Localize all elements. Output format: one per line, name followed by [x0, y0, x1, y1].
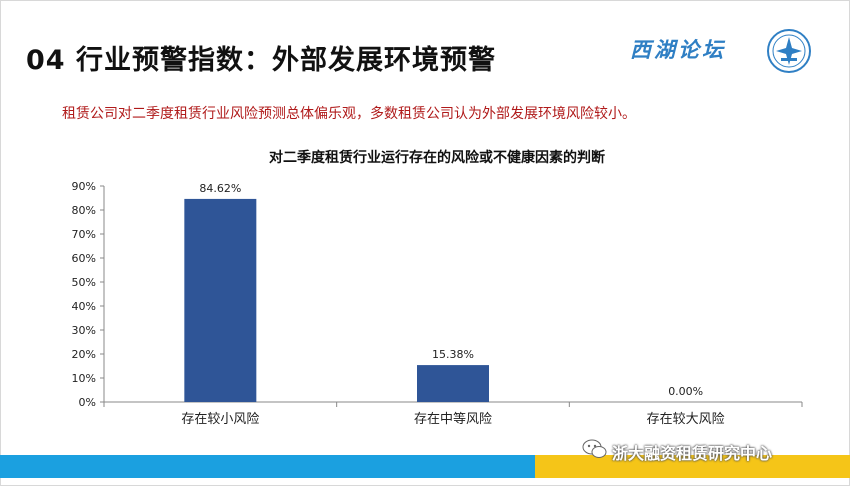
y-tick-label: 0%	[79, 396, 96, 409]
page-title: 04 行业预警指数：外部发展环境预警	[26, 45, 496, 76]
y-tick-label: 50%	[72, 276, 96, 289]
chart-title: 对二季度租赁行业运行存在的风险或不健康因素的判断	[269, 149, 605, 166]
x-tick-label: 存在较大风险	[647, 412, 725, 427]
bar	[184, 198, 257, 402]
y-tick-label: 70%	[72, 228, 96, 241]
emblem-icon	[767, 29, 811, 73]
x-tick-label: 存在中等风险	[414, 411, 492, 427]
footer-band-blue	[0, 455, 535, 478]
y-tick-label: 80%	[72, 204, 96, 217]
y-tick-label: 90%	[72, 180, 96, 193]
data-label: 15.38%	[432, 348, 474, 361]
data-label: 0.00%	[668, 385, 703, 398]
footer-source: 浙大融资租赁研究中心	[612, 444, 773, 463]
y-tick-label: 40%	[72, 300, 96, 313]
footer-band-yellow	[535, 455, 850, 478]
y-tick-label: 30%	[72, 324, 96, 337]
subtitle-text: 租赁公司对二季度租赁行业风险预测总体偏乐观，多数租赁公司认为外部发展环境风险较小…	[62, 106, 636, 122]
brand-logo-text: 西湖论坛	[630, 37, 726, 62]
y-tick-label: 10%	[72, 372, 96, 385]
wechat-icon	[582, 439, 607, 458]
bar	[417, 365, 489, 402]
data-label: 84.62%	[199, 182, 241, 195]
y-tick-label: 60%	[72, 252, 96, 265]
x-tick-label: 存在较小风险	[181, 412, 259, 427]
y-tick-label: 20%	[72, 348, 96, 361]
bar-chart: 对二季度租赁行业运行存在的风险或不健康因素的判断 0% 10% 20% 30% 40% 50…	[72, 149, 803, 427]
